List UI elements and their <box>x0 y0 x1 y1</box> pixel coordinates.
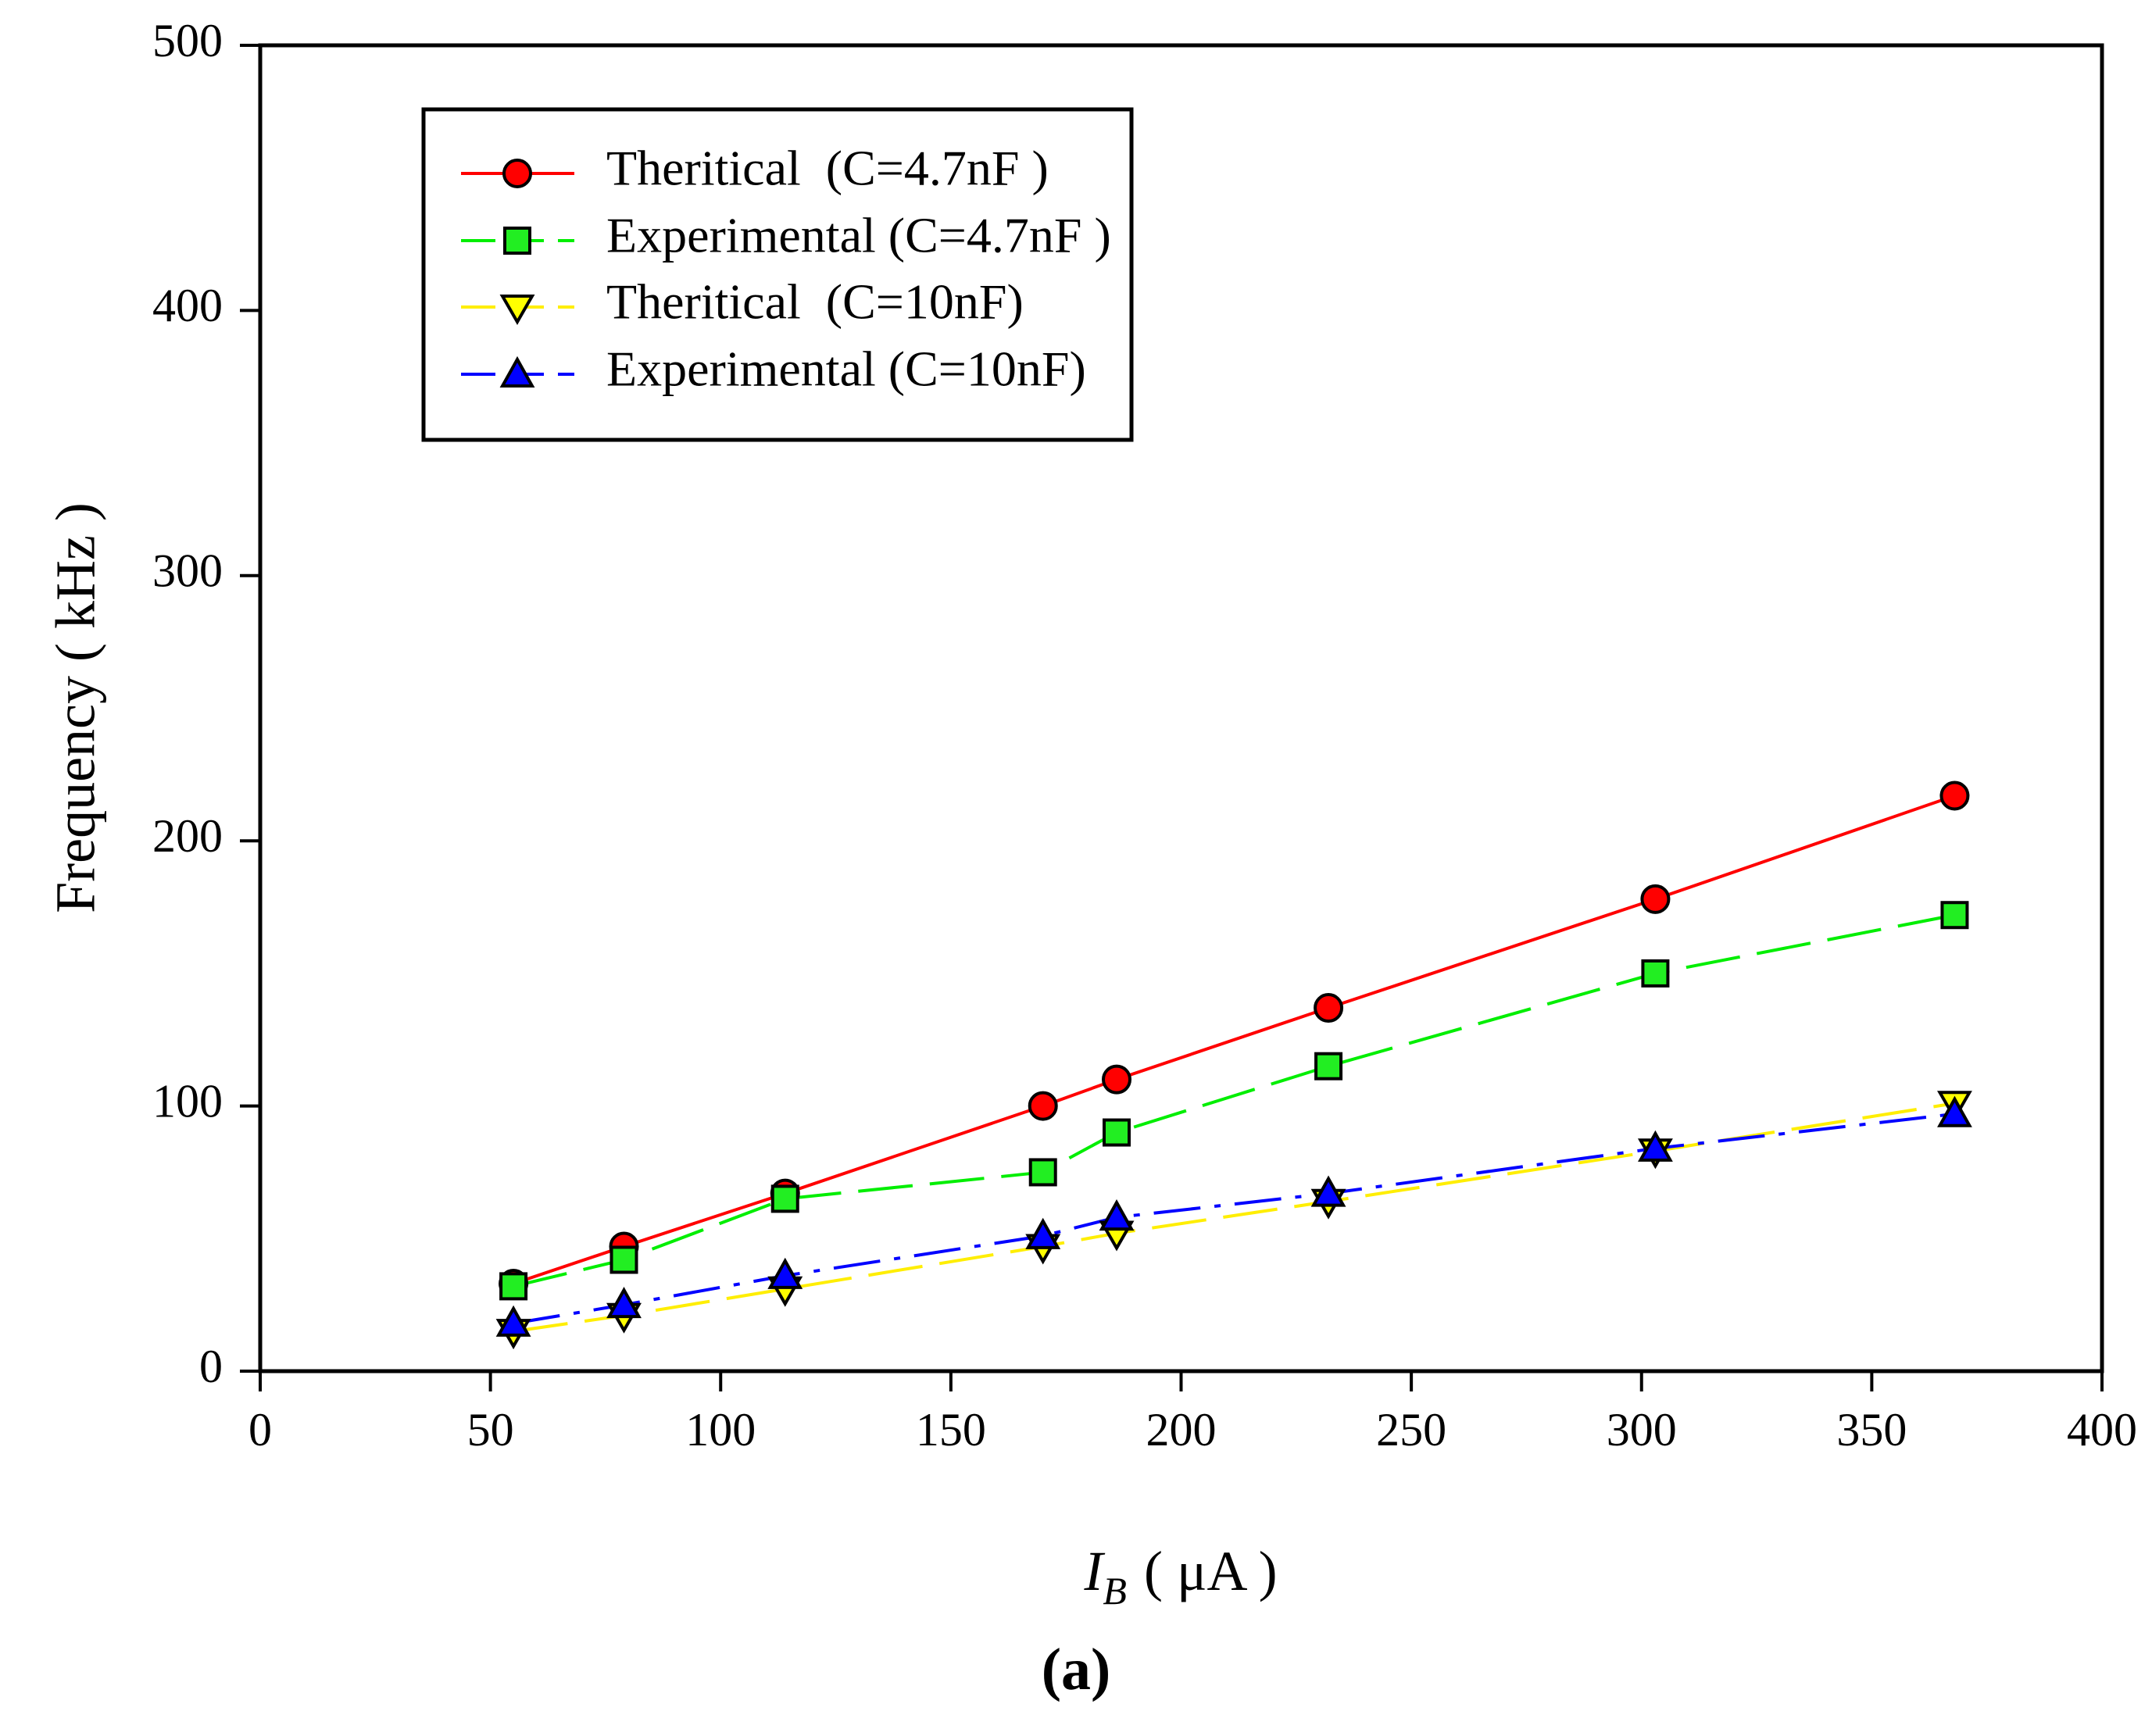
x-axis-ticks: 0 50 100 150 200 250 300 350 400 <box>248 1371 2137 1456</box>
series-line-1 <box>513 794 1956 1285</box>
data-point-series-2 <box>1103 1118 1131 1147</box>
x-tick-label: 100 <box>685 1404 756 1456</box>
data-point-series-4 <box>1638 1130 1673 1162</box>
legend-entries: Theritical (C=4.7nF ) Experimental (C=4.7… <box>461 141 1111 397</box>
figure-caption: (a) <box>1042 1637 1111 1702</box>
data-point-series-4 <box>1099 1199 1135 1231</box>
x-axis-title-subscript: B <box>1103 1569 1127 1613</box>
series-line-4 <box>513 1112 1955 1325</box>
x-tick-label: 150 <box>916 1404 986 1456</box>
data-point-series-1 <box>1028 1091 1058 1121</box>
legend-marker <box>499 355 535 388</box>
data-point-series-4 <box>1937 1095 1972 1127</box>
x-axis-title: IB ( μA ) <box>1083 1540 1277 1613</box>
legend-marker <box>499 295 535 326</box>
data-point-series-1 <box>1102 1064 1132 1095</box>
data-point-series-2 <box>609 1245 638 1274</box>
y-tick-label: 200 <box>152 810 223 862</box>
series-line-2 <box>513 913 1955 1288</box>
data-point-series-2 <box>1641 959 1670 988</box>
legend-label: Experimental (C=4.7nF ) <box>606 208 1111 263</box>
y-axis-ticks: 0 100 200 300 400 500 <box>152 15 260 1392</box>
data-point-series-4 <box>1025 1217 1061 1249</box>
data-point-series-2 <box>1028 1158 1057 1187</box>
data-point-series-4 <box>495 1305 531 1337</box>
y-axis-title: Frequency ( kHz ) <box>45 502 107 913</box>
y-tick-label: 300 <box>152 545 223 597</box>
data-point-series-4 <box>767 1257 803 1289</box>
series-line-3 <box>513 1102 1955 1334</box>
legend: Theritical (C=4.7nF ) Experimental (C=4.7… <box>421 107 1134 442</box>
data-point-series-1 <box>1314 993 1344 1023</box>
x-tick-label: 350 <box>1836 1404 1907 1456</box>
series-lines <box>513 794 1956 1334</box>
x-tick-label: 250 <box>1376 1404 1446 1456</box>
x-axis-title-main: I <box>1083 1540 1105 1602</box>
x-tick-label: 0 <box>248 1404 272 1456</box>
x-tick-label: 300 <box>1607 1404 1677 1456</box>
x-tick-label: 50 <box>467 1404 514 1456</box>
y-tick-label: 500 <box>152 15 223 66</box>
data-point-series-2 <box>499 1272 528 1301</box>
legend-marker <box>502 159 532 188</box>
data-point-series-1 <box>1640 884 1671 914</box>
legend-label: Theritical (C=10nF) <box>606 274 1024 330</box>
y-tick-label: 400 <box>152 280 223 331</box>
legend-marker <box>503 227 531 255</box>
x-tick-label: 200 <box>1146 1404 1217 1456</box>
data-point-series-1 <box>1939 780 1970 811</box>
x-tick-label: 400 <box>2067 1404 2137 1456</box>
data-point-series-4 <box>1310 1175 1346 1207</box>
legend-label: Experimental (C=10nF) <box>606 341 1086 397</box>
data-point-series-4 <box>606 1287 642 1319</box>
series-markers <box>495 780 1972 1350</box>
y-tick-label: 0 <box>199 1341 223 1392</box>
legend-box <box>421 107 1134 442</box>
data-point-series-2 <box>1314 1052 1343 1081</box>
data-point-series-2 <box>1940 901 1969 930</box>
legend-label: Theritical (C=4.7nF ) <box>606 141 1049 196</box>
x-axis-title-unit: ( μA ) <box>1144 1540 1278 1602</box>
data-point-series-2 <box>770 1184 799 1213</box>
y-tick-label: 100 <box>152 1075 223 1127</box>
